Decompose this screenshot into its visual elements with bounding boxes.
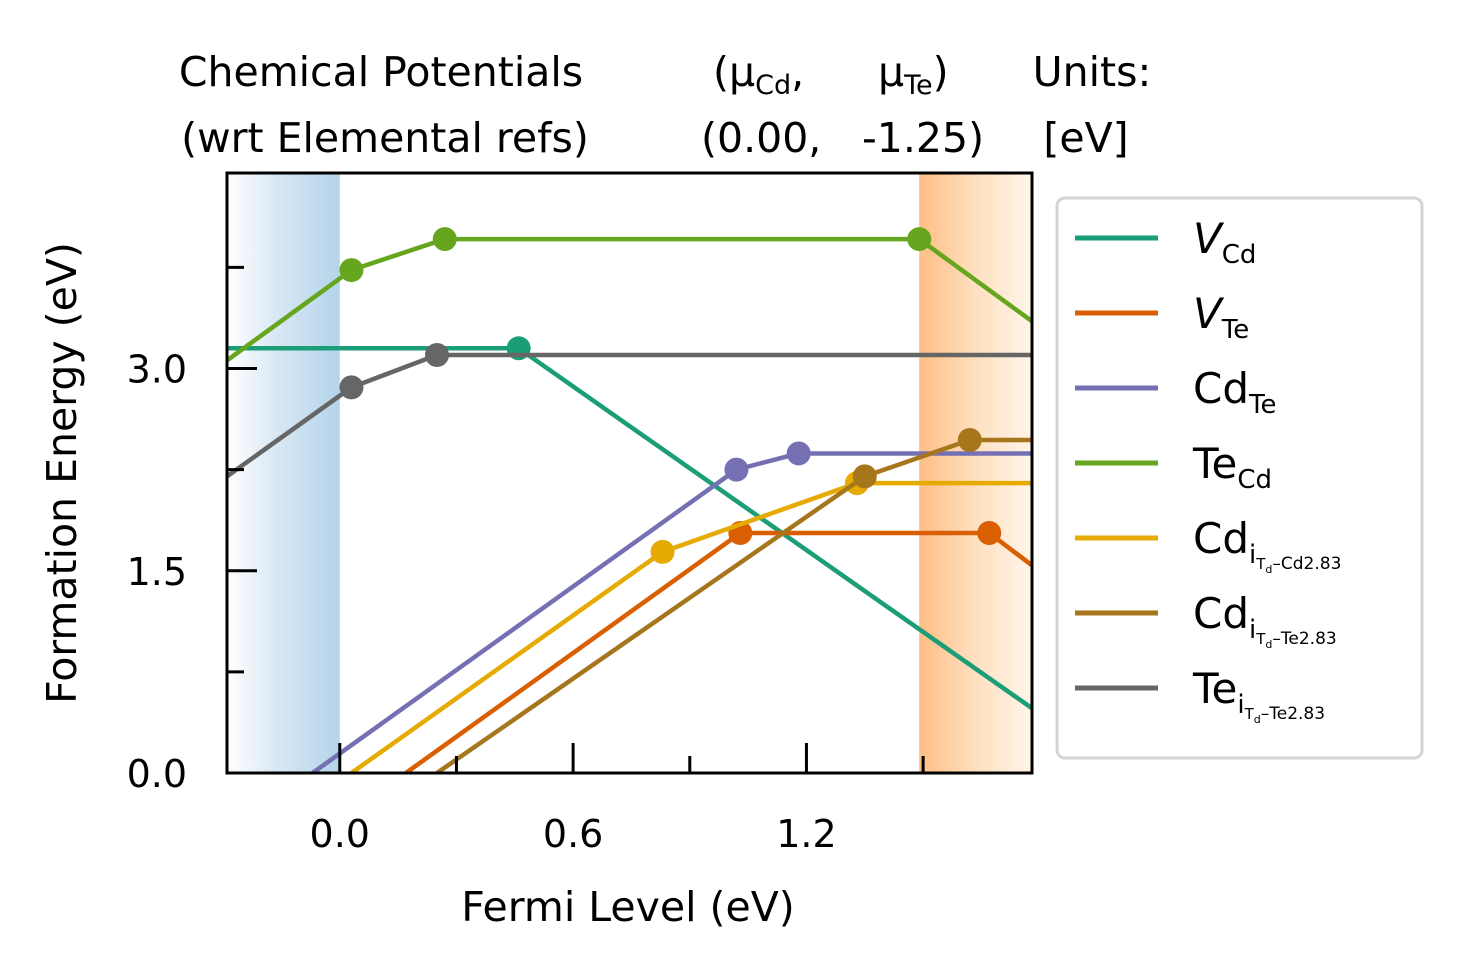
legend-label: TeCd — [1192, 439, 1272, 495]
chemical-potentials-title-line2: (wrt Elemental refs) — [181, 114, 589, 162]
legend-box — [1055, 196, 1424, 760]
plot-frame — [225, 171, 1034, 775]
series-2-marker-0 — [724, 457, 749, 482]
legend-entry-0: VCd — [1075, 214, 1256, 270]
units-label: Units: — [1033, 48, 1152, 96]
legend-entry-4: CdiTd–Cd2.83 — [1075, 514, 1341, 576]
legend-entry-1: VTe — [1075, 289, 1249, 345]
series-4-marker-0 — [650, 539, 675, 564]
series-line-6 — [227, 352, 1032, 479]
series-3-marker-2 — [907, 227, 932, 252]
legend-entry-3: TeCd — [1075, 439, 1272, 495]
mu-cd-value: (0.00, — [701, 114, 821, 162]
legend-entry-5: CdiTd–Te2.83 — [1075, 589, 1337, 651]
x-axis-label: Fermi Level (eV) — [461, 883, 795, 931]
series-line-0 — [227, 346, 1032, 711]
series-5-marker-0 — [852, 464, 877, 489]
mu-te-label: μTe) — [878, 48, 949, 101]
y-tick-label: 0.0 — [127, 752, 187, 796]
series-line-3 — [227, 236, 1032, 363]
x-tick-label: 0.0 — [310, 812, 370, 856]
legend-label: TeiTd–Te2.83 — [1192, 664, 1325, 726]
series-3-marker-0 — [339, 258, 364, 283]
valence-band-region — [227, 173, 340, 773]
units-value: [eV] — [1043, 114, 1128, 162]
legend-label: CdTe — [1193, 364, 1276, 420]
legend-label: VCd — [1193, 214, 1256, 270]
series-3-marker-1 — [432, 227, 457, 252]
y-tick-label: 1.5 — [127, 550, 187, 594]
chemical-potentials-title-line1: Chemical Potentials — [179, 48, 583, 96]
y-axis-label: Formation Energy (eV) — [38, 242, 86, 704]
series-6-marker-1 — [425, 343, 449, 368]
legend-label: CdiTd–Cd2.83 — [1193, 514, 1341, 576]
series-line-4 — [350, 480, 1032, 773]
series-6-marker-0 — [339, 375, 364, 400]
legend-label: VTe — [1193, 289, 1249, 345]
legend-label: CdiTd–Te2.83 — [1193, 589, 1337, 651]
legend-entry-6: TeiTd–Te2.83 — [1075, 664, 1325, 726]
mu-te-value: -1.25) — [862, 114, 984, 162]
mu-cd-label: (μCd, — [713, 48, 804, 101]
series-line-1 — [404, 530, 1032, 773]
series-line-5 — [435, 437, 1032, 773]
series-1-marker-1 — [977, 521, 1002, 545]
conduction-band-region — [919, 173, 1032, 773]
series-2-marker-1 — [786, 441, 811, 466]
x-tick-label: 0.6 — [543, 812, 603, 856]
legend-entry-2: CdTe — [1075, 364, 1276, 420]
series-5-marker-1 — [957, 427, 982, 452]
series-line-2 — [311, 451, 1032, 773]
x-tick-label: 1.2 — [776, 812, 836, 856]
y-tick-label: 3.0 — [127, 348, 187, 392]
